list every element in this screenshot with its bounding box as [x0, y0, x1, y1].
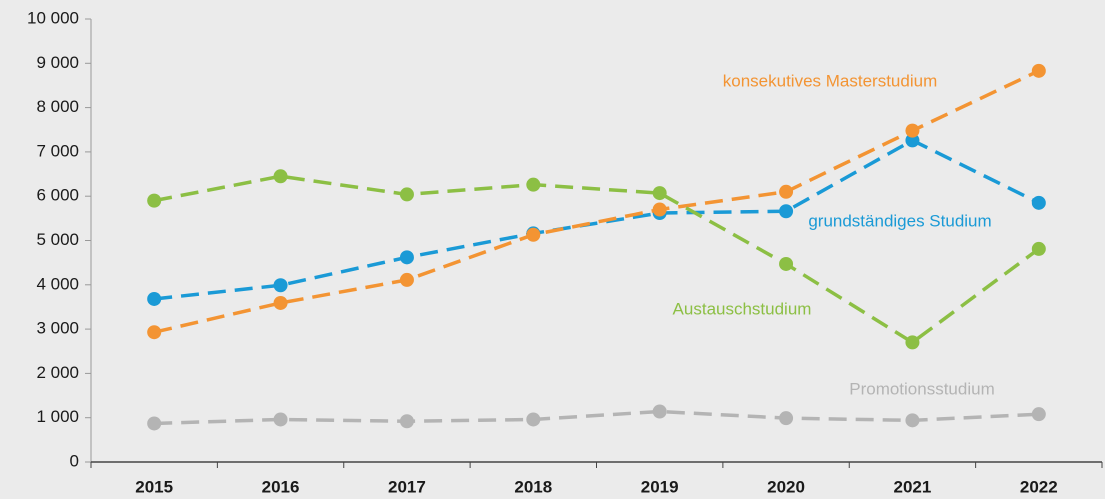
point — [1031, 63, 1046, 78]
series-label: grundständiges Studium — [808, 211, 991, 230]
series-line — [153, 138, 1040, 301]
point — [652, 404, 667, 419]
point — [779, 256, 794, 271]
y-tick-label: 4 000 — [36, 274, 79, 293]
point — [526, 412, 541, 427]
point — [905, 335, 920, 350]
point — [273, 278, 288, 293]
point — [652, 202, 667, 217]
x-tick-label: 2019 — [641, 477, 679, 496]
point — [652, 186, 667, 201]
point — [273, 412, 288, 427]
y-tick-label: 3 000 — [36, 319, 79, 338]
point — [526, 227, 541, 242]
point — [399, 272, 414, 287]
point — [399, 414, 414, 429]
point — [779, 184, 794, 199]
point — [905, 413, 920, 428]
series-line — [154, 409, 1039, 426]
x-tick-label: 2015 — [135, 477, 173, 496]
point — [1031, 195, 1046, 210]
point — [1031, 407, 1046, 422]
x-tick-label: 2020 — [767, 477, 805, 496]
y-tick-label: 0 — [70, 451, 79, 470]
series-label: konsekutives Masterstudium — [723, 71, 937, 90]
series-line — [153, 69, 1040, 334]
point — [779, 411, 794, 426]
y-tick-label: 9 000 — [36, 53, 79, 72]
point — [905, 133, 920, 148]
y-tick-label: 6 000 — [36, 186, 79, 205]
point — [273, 169, 288, 184]
series-label: Promotionsstudium — [849, 379, 995, 398]
y-tick-label: 8 000 — [36, 97, 79, 116]
point — [399, 187, 414, 202]
point — [147, 416, 162, 431]
x-tick-label: 2016 — [262, 477, 300, 496]
series-label: Austauschstudium — [673, 299, 812, 318]
point — [147, 325, 162, 340]
y-tick-label: 10 000 — [27, 8, 79, 27]
y-tick-label: 7 000 — [36, 141, 79, 160]
point — [399, 250, 414, 265]
x-tick-label: 2021 — [894, 477, 932, 496]
y-tick-label: 1 000 — [36, 407, 79, 426]
point — [147, 193, 162, 208]
point — [273, 295, 288, 310]
y-tick-label: 5 000 — [36, 230, 79, 249]
point — [1031, 241, 1046, 256]
point — [905, 123, 920, 138]
x-tick-label: 2018 — [514, 477, 552, 496]
series-line — [153, 174, 1040, 345]
point — [779, 204, 794, 219]
point — [147, 291, 162, 306]
point — [526, 177, 541, 192]
y-tick-label: 2 000 — [36, 363, 79, 382]
x-tick-label: 2022 — [1020, 477, 1058, 496]
x-tick-label: 2017 — [388, 477, 426, 496]
